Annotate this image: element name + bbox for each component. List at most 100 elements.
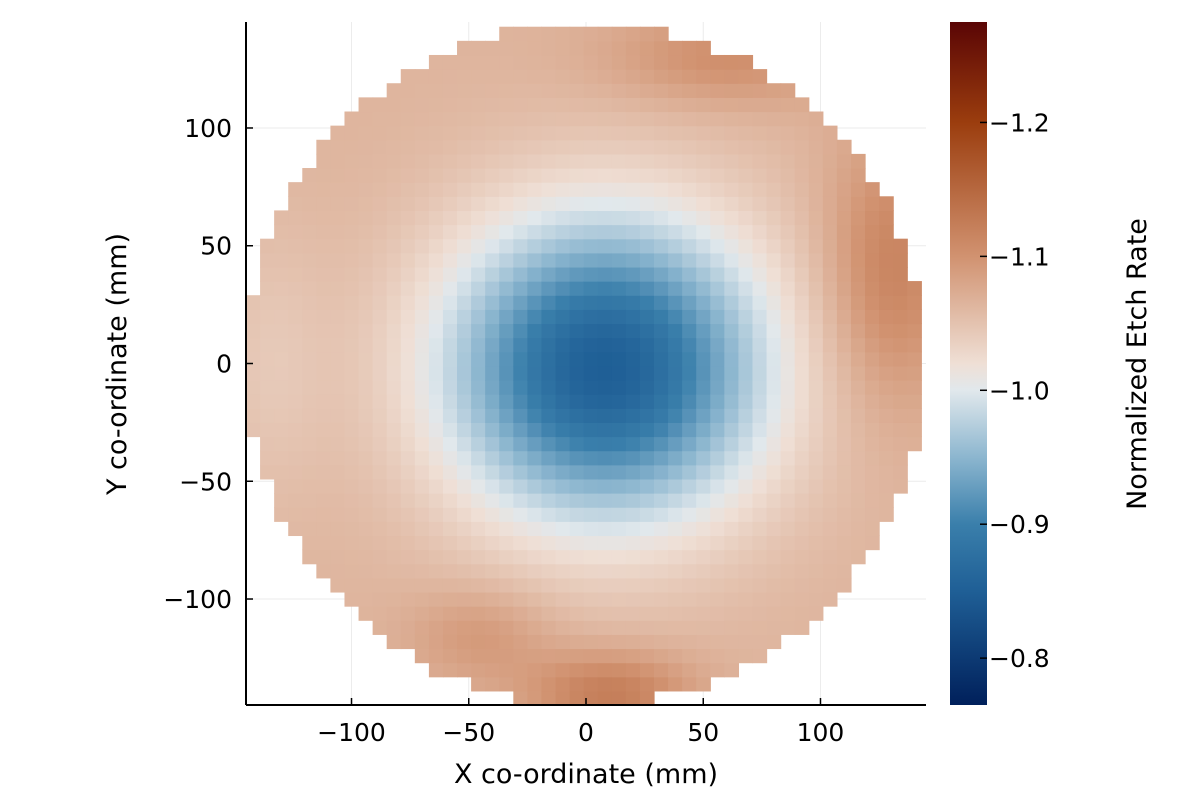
heatmap-cell bbox=[836, 464, 852, 480]
heatmap-cell bbox=[499, 153, 514, 169]
heatmap-cell bbox=[400, 634, 416, 650]
heatmap-cell bbox=[442, 648, 458, 664]
heatmap-cell bbox=[541, 337, 557, 353]
heatmap-cell bbox=[274, 436, 289, 452]
heatmap-cell bbox=[400, 182, 416, 197]
heatmap-cell bbox=[386, 323, 402, 339]
heatmap-cell bbox=[583, 266, 599, 282]
heatmap-cell bbox=[696, 620, 711, 635]
heatmap-cell bbox=[738, 224, 754, 240]
heatmap-cell bbox=[766, 591, 782, 607]
heatmap-cell bbox=[611, 168, 627, 183]
x-tick-label: −100 bbox=[317, 718, 386, 747]
heatmap-cell bbox=[850, 210, 866, 226]
heatmap-cell bbox=[710, 422, 725, 438]
heatmap-cell bbox=[597, 591, 613, 607]
heatmap-cell bbox=[696, 394, 711, 409]
heatmap-cell bbox=[541, 620, 557, 635]
heatmap-cell bbox=[654, 507, 669, 522]
heatmap-cell bbox=[639, 210, 655, 226]
heatmap-cell bbox=[499, 422, 514, 438]
heatmap-cell bbox=[386, 210, 402, 226]
heatmap-cell bbox=[358, 521, 374, 537]
heatmap-cell bbox=[668, 436, 683, 452]
heatmap-cell bbox=[583, 422, 599, 438]
heatmap-cell bbox=[794, 521, 810, 537]
heatmap-cell bbox=[696, 153, 711, 169]
heatmap-cell bbox=[527, 337, 543, 353]
heatmap-cell bbox=[471, 224, 486, 240]
heatmap-cell bbox=[597, 295, 613, 310]
heatmap-cell bbox=[344, 507, 360, 522]
heatmap-cell bbox=[724, 83, 740, 98]
heatmap-cell bbox=[710, 648, 725, 664]
heatmap-cell bbox=[738, 394, 754, 409]
heatmap-cell bbox=[499, 97, 514, 113]
heatmap-cell bbox=[302, 450, 317, 466]
heatmap-cell bbox=[400, 295, 416, 310]
heatmap-cell bbox=[555, 464, 571, 480]
heatmap-cell bbox=[569, 450, 585, 466]
heatmap-cell bbox=[555, 521, 571, 537]
heatmap-cell bbox=[471, 394, 486, 409]
heatmap-cell bbox=[400, 153, 416, 169]
heatmap-cell bbox=[710, 577, 725, 593]
heatmap-cell bbox=[330, 394, 346, 409]
heatmap-cell bbox=[302, 266, 317, 282]
heatmap-cell bbox=[696, 40, 711, 56]
heatmap-cell bbox=[372, 521, 388, 537]
heatmap-cell bbox=[541, 210, 557, 226]
heatmap-cell bbox=[372, 365, 388, 381]
heatmap-cell bbox=[654, 295, 669, 310]
heatmap-cell bbox=[555, 351, 571, 367]
heatmap-cell bbox=[358, 210, 374, 226]
heatmap-cell bbox=[471, 365, 486, 381]
heatmap-cell bbox=[260, 295, 275, 310]
heatmap-cell bbox=[569, 210, 585, 226]
heatmap-cell bbox=[611, 26, 627, 42]
heatmap-cell bbox=[541, 521, 557, 537]
heatmap-cell bbox=[541, 196, 557, 212]
heatmap-cell bbox=[555, 224, 571, 240]
heatmap-cell bbox=[400, 266, 416, 282]
heatmap-cell bbox=[428, 379, 444, 395]
heatmap-cell bbox=[654, 351, 669, 367]
heatmap-cell bbox=[414, 295, 430, 310]
heatmap-cell bbox=[794, 563, 810, 579]
heatmap-cell bbox=[246, 379, 261, 395]
heatmap-cell bbox=[414, 408, 430, 423]
heatmap-cell bbox=[752, 139, 768, 155]
heatmap-cell bbox=[555, 210, 571, 226]
heatmap-cell bbox=[555, 323, 571, 339]
heatmap-cell bbox=[710, 379, 725, 395]
heatmap-cell bbox=[752, 591, 768, 607]
heatmap-cell bbox=[414, 224, 430, 240]
heatmap-cell bbox=[442, 238, 458, 254]
heatmap-cell bbox=[654, 182, 669, 197]
heatmap-cell bbox=[710, 54, 725, 70]
heatmap-cell bbox=[836, 493, 852, 508]
heatmap-cell bbox=[485, 153, 500, 169]
heatmap-cell bbox=[442, 168, 458, 183]
heatmap-cell bbox=[738, 478, 754, 494]
heatmap-cell bbox=[358, 153, 374, 169]
heatmap-cell bbox=[569, 577, 585, 593]
heatmap-cell bbox=[400, 535, 416, 551]
heatmap-cell bbox=[654, 196, 669, 212]
heatmap-cell bbox=[344, 577, 360, 593]
heatmap-cell bbox=[428, 662, 444, 678]
heatmap-cell bbox=[752, 224, 768, 240]
heatmap-cell bbox=[386, 168, 402, 183]
heatmap-cell bbox=[724, 295, 740, 310]
heatmap-cell bbox=[724, 125, 740, 141]
heatmap-cell bbox=[710, 111, 725, 127]
heatmap-cell bbox=[400, 507, 416, 522]
heatmap-cell bbox=[639, 281, 655, 296]
heatmap-cell bbox=[260, 337, 275, 353]
heatmap-cell bbox=[822, 450, 838, 466]
heatmap-cell bbox=[400, 620, 416, 635]
heatmap-cell bbox=[879, 309, 894, 325]
heatmap-cell bbox=[865, 436, 880, 452]
heatmap-cell bbox=[499, 83, 514, 98]
heatmap-cell bbox=[654, 662, 669, 678]
